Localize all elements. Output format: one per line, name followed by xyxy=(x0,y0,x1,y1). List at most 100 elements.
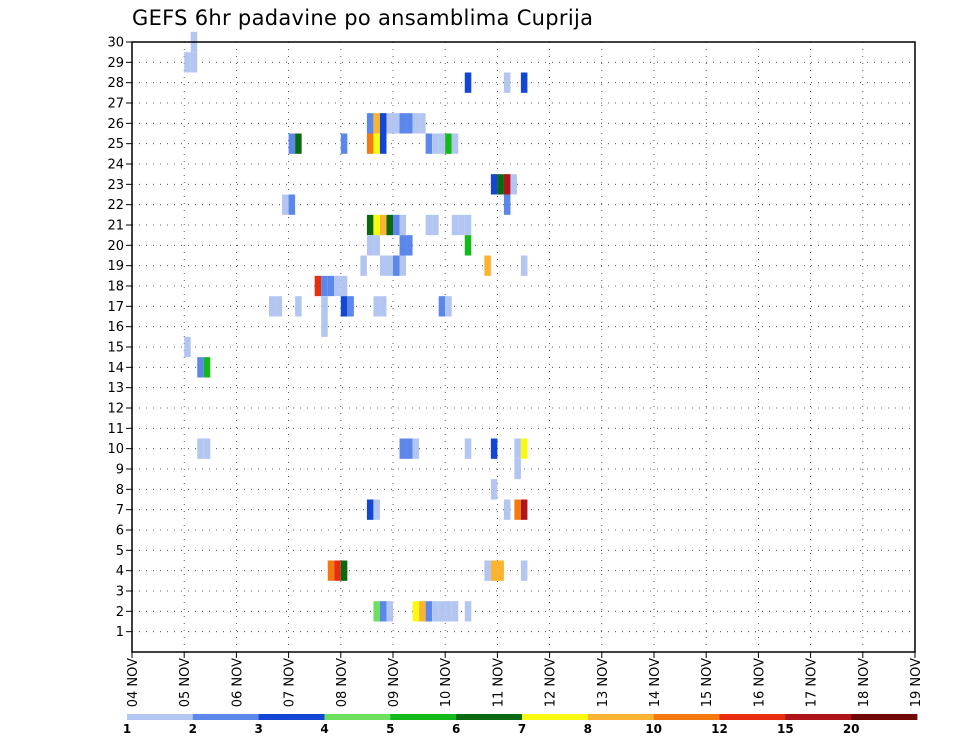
heatmap-cell xyxy=(399,438,407,459)
heatmap-cell xyxy=(340,133,348,154)
color-scale-label: 1 xyxy=(123,722,131,736)
y-tick-label: 14 xyxy=(107,361,124,376)
heatmap-cell xyxy=(314,275,322,297)
heatmap-cell xyxy=(373,214,380,236)
heatmap-cell xyxy=(425,214,433,236)
heatmap-cell xyxy=(520,560,528,581)
heatmap-cell xyxy=(490,560,498,581)
heatmap-cell xyxy=(503,174,511,195)
heatmap-cell xyxy=(432,214,439,236)
heatmap-cell xyxy=(445,296,452,317)
y-tick-label: 16 xyxy=(107,320,124,335)
y-tick-label: 27 xyxy=(107,97,124,112)
heatmap-cell xyxy=(464,438,472,459)
color-scale-segment xyxy=(522,714,589,720)
heatmap-cell xyxy=(379,255,387,276)
heatmap-cell xyxy=(321,296,328,317)
color-scale-label: 5 xyxy=(386,722,394,736)
heatmap-cell xyxy=(340,560,348,581)
y-tick-label: 24 xyxy=(107,158,124,173)
heatmap-cell xyxy=(379,133,387,154)
heatmap-cell xyxy=(373,499,380,520)
y-tick-label: 26 xyxy=(107,117,124,132)
heatmap-cell xyxy=(490,479,498,500)
y-tick-label: 15 xyxy=(107,341,124,356)
heatmap-cell xyxy=(497,560,504,581)
x-tick-label: 11 NOV xyxy=(491,658,506,707)
heatmap-cell xyxy=(399,113,407,134)
heatmap-cell xyxy=(360,255,367,276)
heatmap-cell xyxy=(464,235,472,256)
heatmap-cell xyxy=(282,194,289,215)
heatmap-cell xyxy=(366,235,374,256)
heatmap-cell xyxy=(514,458,521,480)
color-scale-label: 6 xyxy=(452,722,460,736)
y-tick-label: 10 xyxy=(107,442,124,457)
heatmap-cell xyxy=(464,214,472,236)
heatmap-cell xyxy=(366,113,374,134)
heatmap-cell xyxy=(503,194,511,215)
heatmap-cell xyxy=(203,438,211,459)
y-tick-label: 25 xyxy=(107,137,124,152)
heatmap-cell xyxy=(520,72,528,93)
y-tick-label: 11 xyxy=(107,422,124,437)
color-scale-segment xyxy=(653,714,720,720)
heatmap-cell xyxy=(295,296,302,317)
heatmap-cell xyxy=(490,174,498,195)
heatmap-cell xyxy=(451,214,459,236)
heatmap-cell xyxy=(458,214,465,236)
heatmap-cell xyxy=(451,133,459,154)
heatmap-cell xyxy=(288,133,296,154)
y-tick-label: 20 xyxy=(107,239,124,254)
color-scale-bar: 1 2 3 4 5 6 7 8 10 12 15 20 xyxy=(123,714,918,736)
heatmap-cell xyxy=(399,255,407,276)
color-scale-segment xyxy=(785,714,852,720)
y-tick-label: 23 xyxy=(107,178,124,193)
heatmap-cell xyxy=(438,133,446,154)
y-tick-label: 7 xyxy=(116,503,124,518)
heatmap-cell xyxy=(464,72,472,93)
color-scale-segment xyxy=(851,714,918,720)
heatmap-cell xyxy=(327,275,335,297)
heatmap-cell xyxy=(520,499,528,520)
heatmap-cell xyxy=(412,438,420,459)
y-tick-label: 22 xyxy=(107,198,124,213)
heatmap-cell xyxy=(288,194,296,215)
heatmap-cell xyxy=(484,255,491,276)
heatmap-cell xyxy=(275,296,283,317)
y-tick-label: 19 xyxy=(107,259,124,274)
color-scale-label: 10 xyxy=(645,722,662,736)
y-tick-label: 17 xyxy=(107,300,124,315)
heatmap-cell xyxy=(406,438,413,459)
y-tick-label: 29 xyxy=(107,56,124,71)
x-tick-label: 19 NOV xyxy=(909,658,924,707)
y-tick-label: 28 xyxy=(107,76,124,91)
y-tick-label: 8 xyxy=(116,483,124,498)
heatmap-cell xyxy=(184,336,191,358)
heatmap-cell xyxy=(373,601,380,622)
heatmap-cell xyxy=(399,235,407,256)
color-scale-label: 2 xyxy=(189,722,197,736)
heatmap-cell xyxy=(321,316,328,337)
heatmap-cell xyxy=(514,438,521,459)
heatmap-cell xyxy=(386,214,393,236)
heatmap-cell xyxy=(203,357,211,378)
x-tick-label: 09 NOV xyxy=(387,658,402,707)
color-scale-label: 12 xyxy=(711,722,728,736)
plot-background xyxy=(132,42,915,652)
color-scale-segment xyxy=(390,714,457,720)
heatmap-cell xyxy=(503,72,511,93)
x-tick-label: 17 NOV xyxy=(805,658,820,707)
heatmap-cell xyxy=(197,357,204,378)
color-scale-label: 8 xyxy=(584,722,592,736)
heatmap-cell xyxy=(340,296,348,317)
heatmap-cell xyxy=(269,296,276,317)
y-tick-label: 12 xyxy=(107,402,124,417)
y-tick-label: 3 xyxy=(116,585,124,600)
color-scale-label: 3 xyxy=(254,722,262,736)
heatmap-cell xyxy=(399,214,407,236)
heatmap-cell xyxy=(373,133,380,154)
heatmap-cell xyxy=(366,499,374,520)
y-axis: 1234567891011121314151617181920212223242… xyxy=(107,36,132,640)
